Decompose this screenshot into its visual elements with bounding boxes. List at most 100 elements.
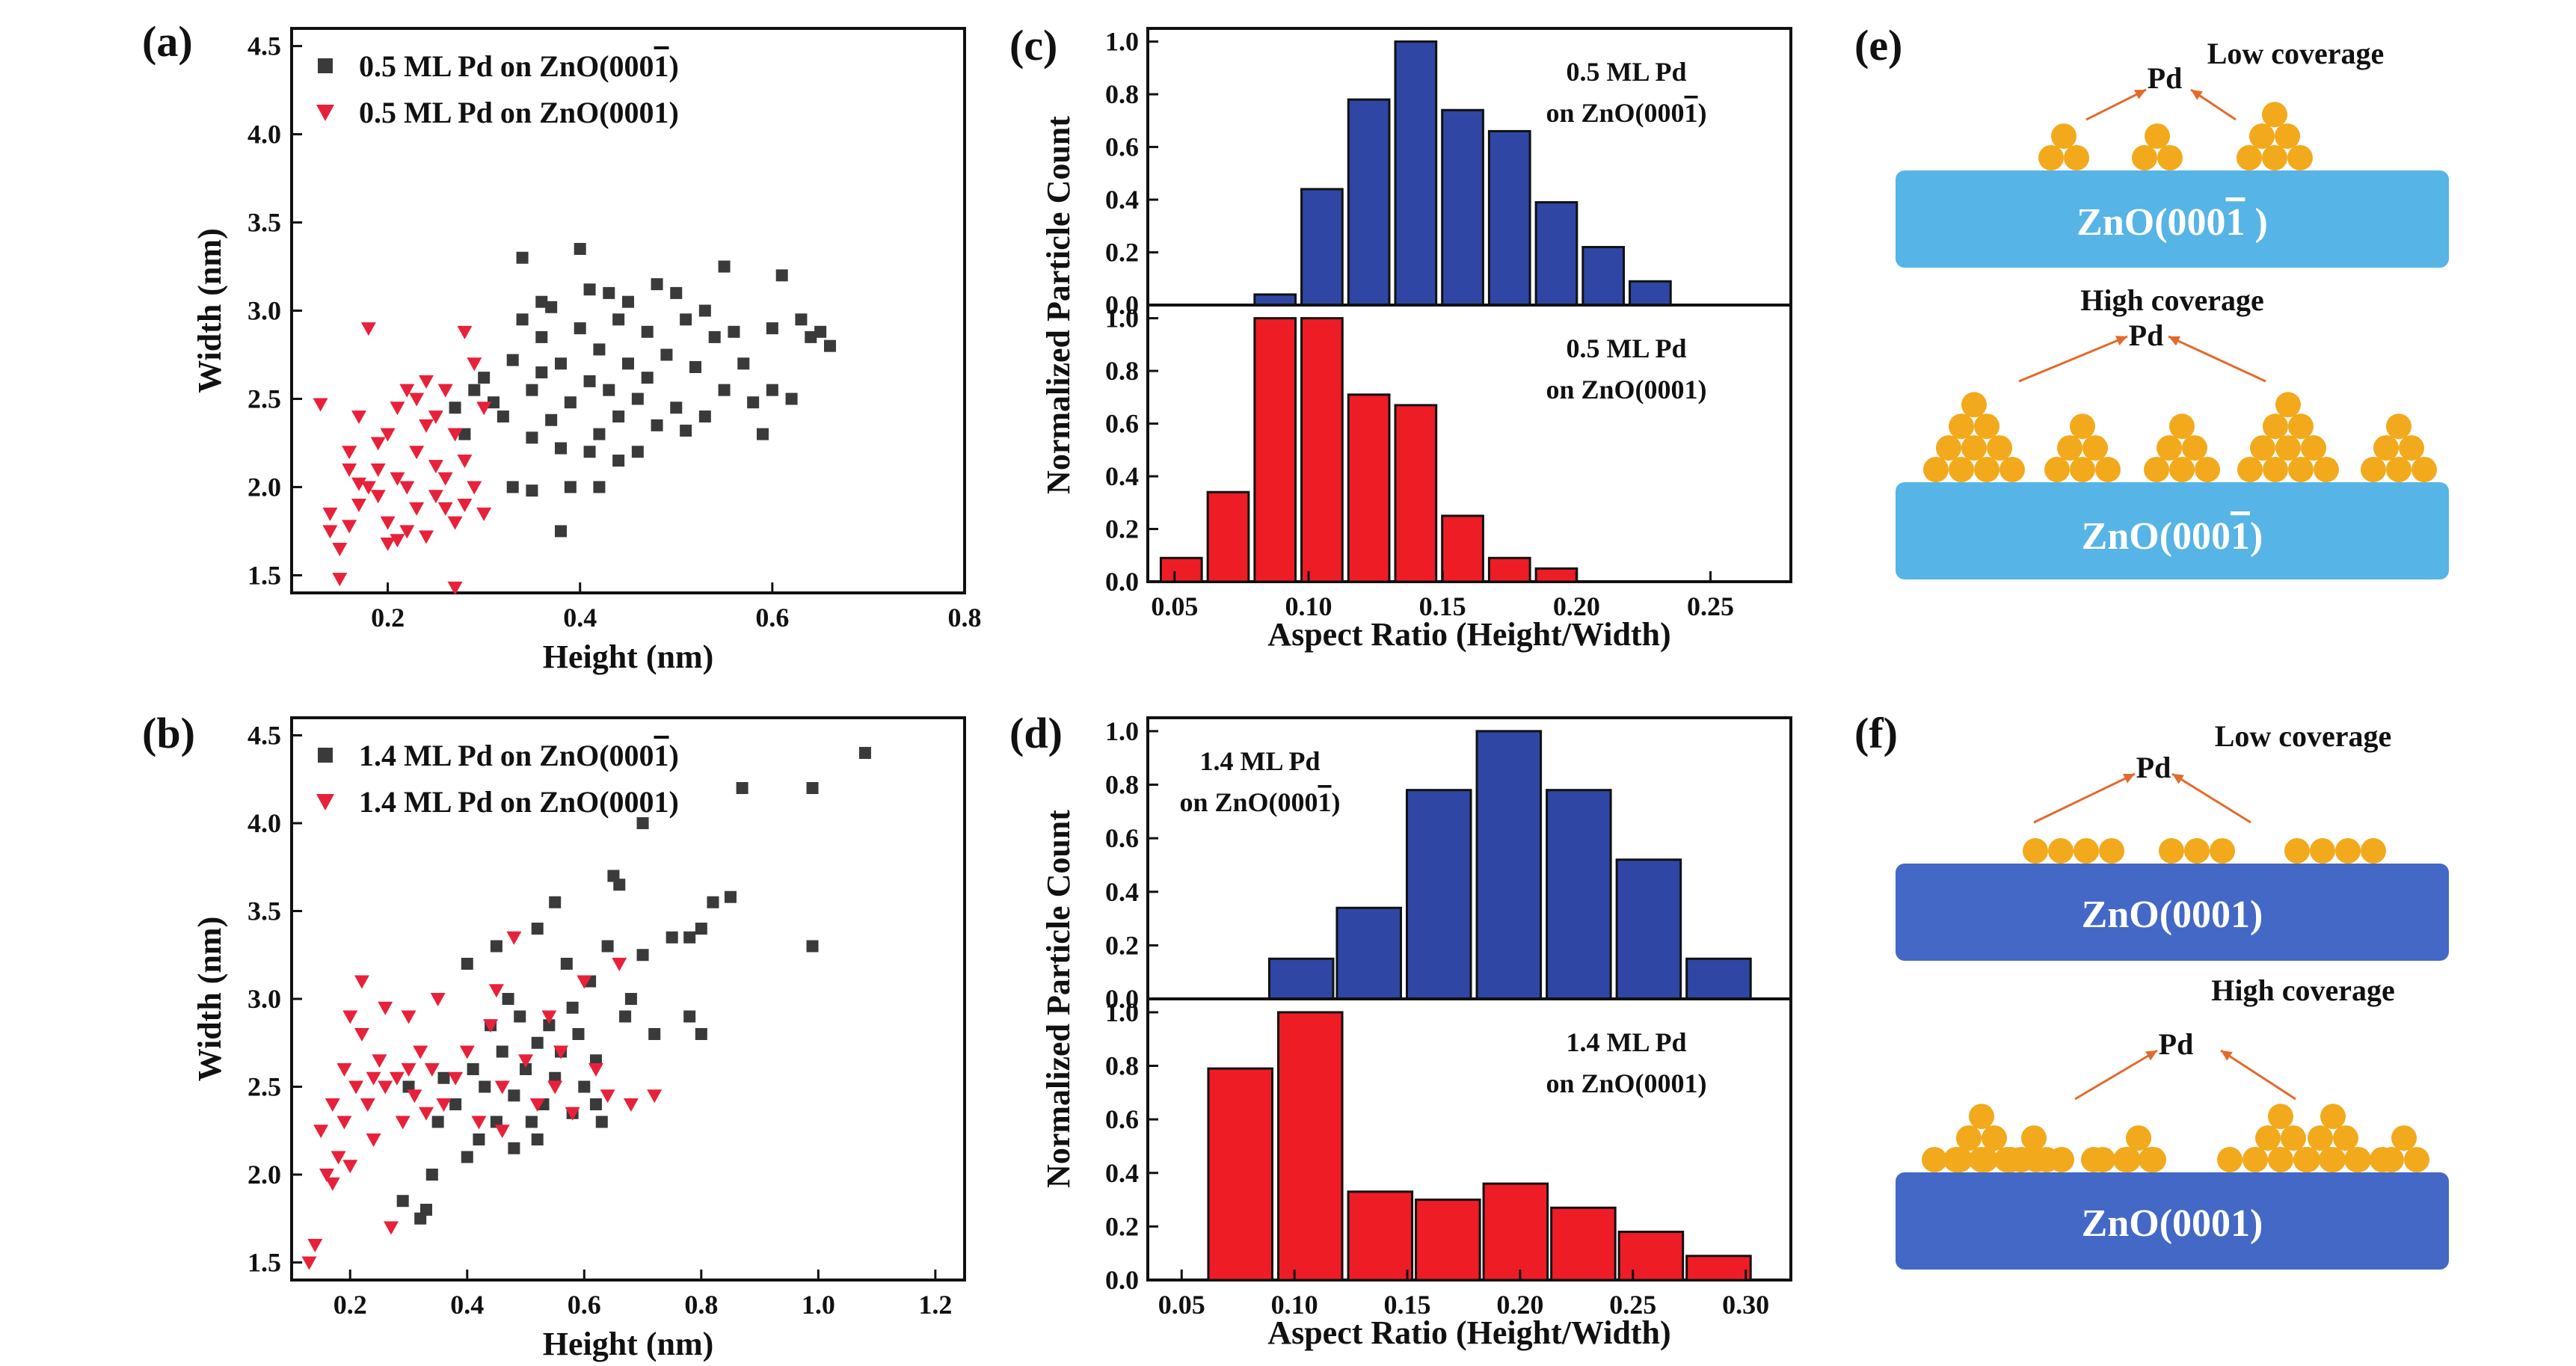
- x-tick-label: 0.8: [684, 1290, 718, 1320]
- scatter-point-triangle: [390, 534, 405, 548]
- scatter-point-triangle: [430, 993, 446, 1006]
- scatter-point-square: [526, 431, 538, 444]
- scatter-point-square: [736, 782, 748, 794]
- scatter-point-square: [461, 958, 473, 970]
- scatter-point-square: [689, 361, 701, 373]
- scatter-point-triangle: [399, 384, 415, 398]
- hist-bar: [1415, 1199, 1481, 1282]
- x-tick-label: 0.15: [1384, 1290, 1431, 1320]
- scatter-point-square: [858, 747, 871, 759]
- scatter-point-square: [543, 1019, 556, 1032]
- pd-atom: [1956, 1125, 1982, 1151]
- arrow-head: [2172, 774, 2184, 784]
- scheme-e-low-substrate: [1896, 170, 2449, 268]
- scatter-point-square: [420, 1204, 432, 1216]
- y-tick-label: 3.0: [248, 984, 281, 1014]
- x-tick-label: 0.30: [1722, 1290, 1769, 1320]
- scatter-point-triangle: [565, 1107, 580, 1121]
- y-tick-label: 0.2: [1105, 238, 1139, 268]
- scatter-point-triangle: [370, 463, 386, 477]
- pd-atom: [1936, 435, 1961, 461]
- scatter-point-square: [641, 325, 654, 338]
- scatter-point-square: [555, 357, 567, 370]
- histogram-chart-d: 0.0 0.2 0.4 0.6 0.8 1.0 1.4 ML Pd on ZnO(0001) 0…: [1040, 716, 1792, 1351]
- scatter-point-triangle: [342, 446, 357, 460]
- x-axis-title: Aspect Ratio (Height/Width): [1267, 616, 1670, 653]
- hist-bar: [1534, 201, 1579, 307]
- x-tick-label: 0.20: [1553, 591, 1600, 621]
- pd-atom: [2288, 413, 2314, 440]
- scheme-f-low-arrows: [2033, 772, 2251, 824]
- scatter-point-triangle: [325, 1177, 340, 1191]
- scatter-point-square: [574, 242, 586, 255]
- pd-atom: [2314, 457, 2339, 482]
- scheme-f-low-title: Low coverage: [2215, 719, 2392, 753]
- pd-atom: [1961, 435, 1987, 461]
- scatter-point-square: [506, 354, 519, 366]
- scheme-f-high-substrate-label: ZnO(0001): [2082, 1202, 2263, 1245]
- x-tick-label: 0.6: [568, 1290, 601, 1320]
- legend-label: 1.4 ML Pd on ZnO(0001): [359, 739, 679, 772]
- pd-atom: [2070, 413, 2095, 440]
- scatter-point-triangle: [313, 1125, 329, 1139]
- hist-bar: [1629, 280, 1672, 307]
- scatter-point-triangle: [342, 463, 357, 477]
- scatter-point-triangle: [428, 490, 443, 504]
- scatter-point-square: [535, 330, 548, 343]
- scatter-point-square: [670, 402, 683, 414]
- pd-atom: [2287, 145, 2313, 170]
- pd-atom: [2159, 838, 2184, 864]
- scatter-point-square: [624, 993, 637, 1005]
- x-tick-label: 0.25: [1609, 1290, 1656, 1320]
- scatter-point-triangle: [307, 1239, 323, 1252]
- scatter-point-square: [490, 940, 502, 953]
- y-tick-label: 3.0: [248, 296, 281, 326]
- scatter-point-triangle: [348, 1080, 364, 1095]
- hist-bar: [1546, 789, 1612, 1000]
- scheme-f-high-pd-clusters: [1922, 1104, 2429, 1172]
- scatter-point-triangle: [380, 516, 396, 530]
- scatter-point-square: [488, 396, 499, 409]
- scatter-point-triangle: [319, 1169, 334, 1182]
- scatter-point-square: [718, 260, 731, 273]
- scatter-point-triangle: [467, 357, 482, 372]
- y-tick-label: 0.4: [1105, 877, 1139, 907]
- y-tick-label: 1.0: [1105, 304, 1139, 333]
- scatter-point-triangle: [419, 1107, 434, 1121]
- panel-label-e: (e): [1854, 21, 1902, 70]
- x-tick-label: 0.05: [1151, 591, 1198, 621]
- x-tick-label: 0.10: [1271, 1290, 1318, 1320]
- scatter-point-square: [814, 325, 827, 338]
- scatter-point-triangle: [612, 958, 627, 971]
- scatter-point-square: [612, 455, 625, 467]
- scatter-point-triangle: [488, 984, 504, 998]
- scheme-e-low-title: Low coverage: [2207, 37, 2385, 70]
- scatter-point-square: [449, 1098, 462, 1110]
- hist-series-label-line1: 0.5 ML Pd: [1566, 333, 1686, 363]
- pd-atom: [2411, 457, 2437, 482]
- y-tick-label: 0.8: [1105, 79, 1139, 109]
- scatter-point-square: [795, 313, 808, 326]
- scatter-point-square: [560, 958, 573, 970]
- scheme-e-low-pd-clusters: [2038, 102, 2313, 170]
- panel-label-d: (d): [1009, 709, 1063, 757]
- y-tick-label: 0.8: [1105, 356, 1139, 386]
- scatter-point-square: [718, 384, 731, 396]
- hist-series-label-line1: 0.5 ML Pd: [1566, 57, 1686, 87]
- arrow-line: [2074, 1049, 2158, 1101]
- scatter-point-triangle: [351, 410, 366, 425]
- scatter-point-triangle: [518, 1054, 534, 1068]
- scatter-point-square: [775, 269, 788, 282]
- x-tick-label: 0.25: [1687, 591, 1734, 621]
- scatter-point-square: [728, 325, 740, 338]
- legend-marker-triangle: [316, 794, 334, 810]
- arrow-line: [2018, 335, 2128, 383]
- scatter-point-square: [683, 1010, 696, 1023]
- hist-bar: [1394, 40, 1438, 307]
- scheme-e-high-substrate: [1896, 482, 2449, 579]
- hist-bar: [1441, 514, 1484, 583]
- scatter-point-square: [467, 1063, 479, 1075]
- scatter-point-triangle: [390, 402, 405, 416]
- hist-bar: [1206, 490, 1250, 583]
- scatter-point-triangle: [325, 1098, 340, 1112]
